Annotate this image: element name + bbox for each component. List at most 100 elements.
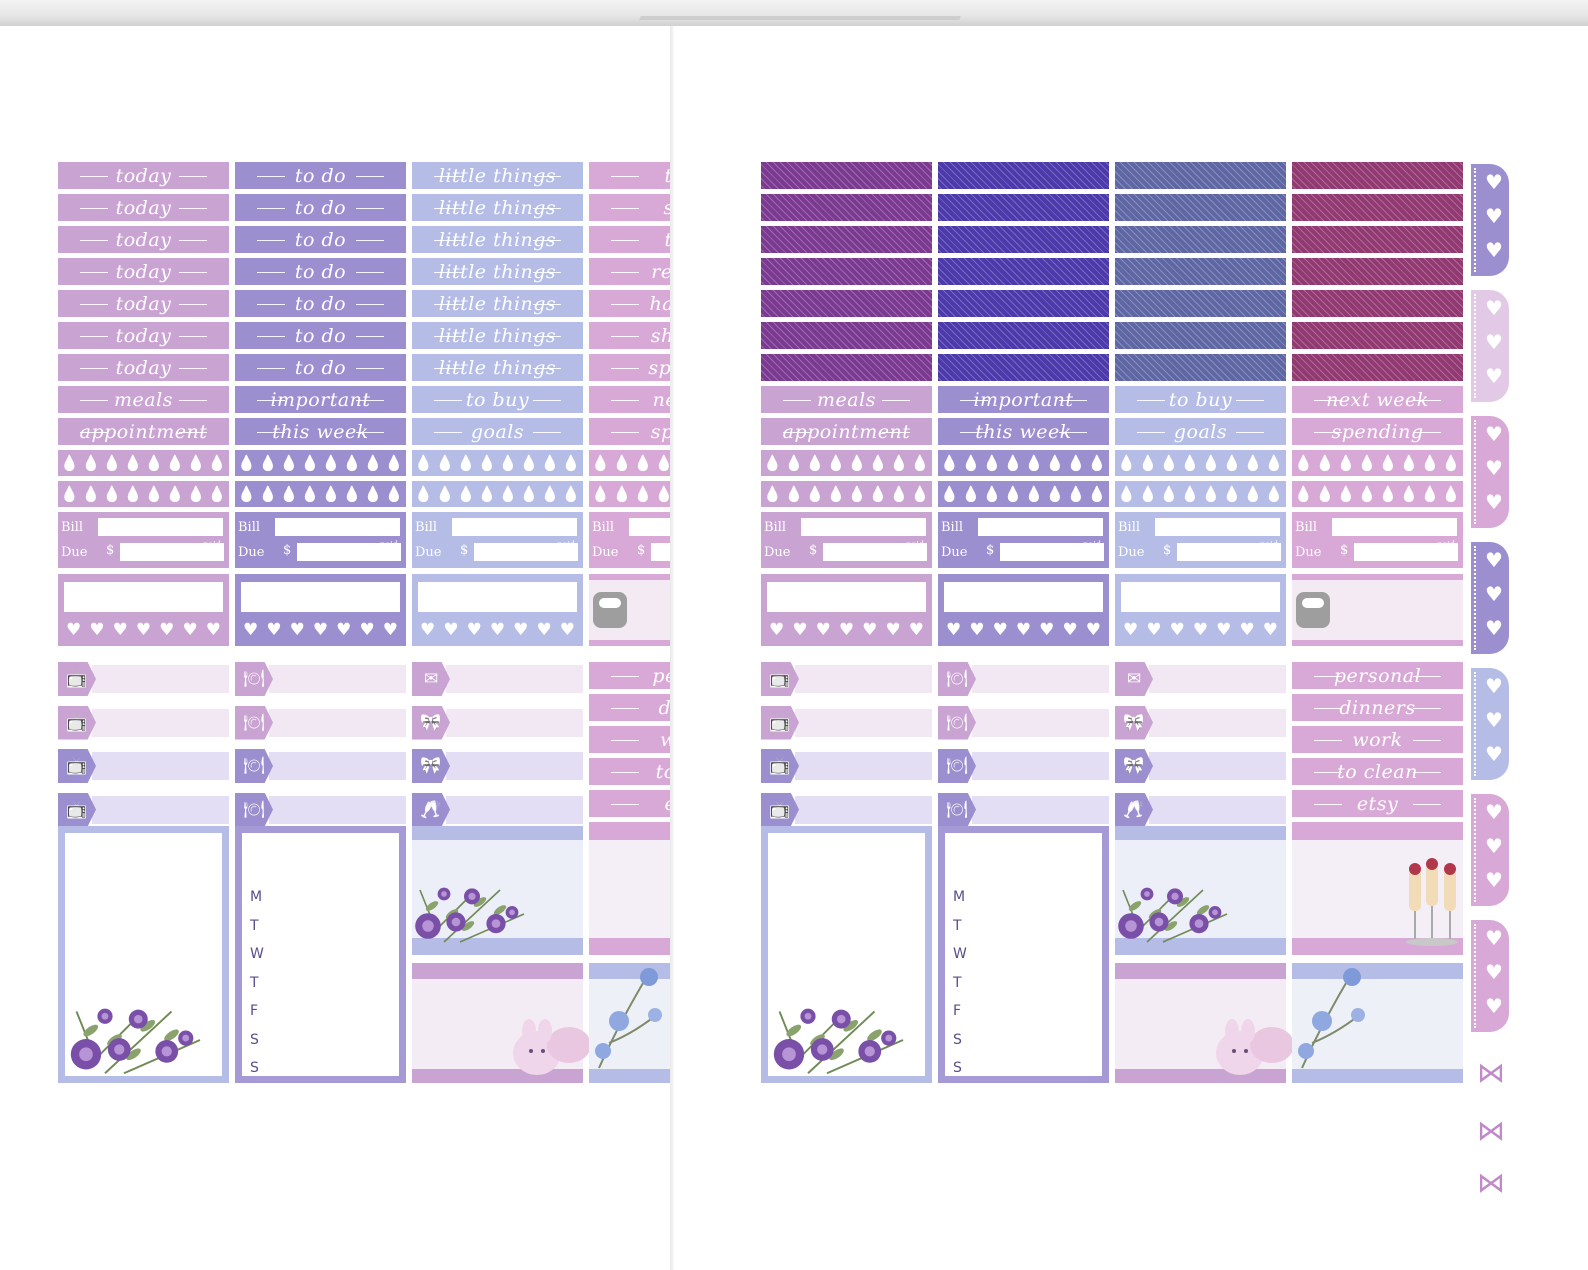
icon-sticker[interactable]: 🍽 [235,749,406,783]
title-sticker[interactable]: little things [412,354,583,381]
bill-due-sticker[interactable]: Bill Due $ paid♥ [761,512,932,568]
bill-write-field[interactable] [801,518,926,536]
amount-write-field[interactable] [1177,543,1281,561]
amount-write-field[interactable] [823,543,927,561]
title-sticker[interactable]: pers [589,662,670,689]
slippers-box[interactable] [1115,963,1294,1083]
icon-sticker[interactable]: 🍽 [235,662,406,696]
weight-box[interactable] [589,574,670,646]
title-sticker[interactable]: to [589,162,670,189]
title-sticker[interactable]: to c [589,758,670,785]
amount-write-field[interactable] [120,543,224,561]
weight-box[interactable] [1292,574,1463,646]
icon-sticker[interactable]: 🎀 [1115,749,1286,783]
bill-due-sticker[interactable]: Bill Due $ paid♥ [235,512,406,568]
glitter-strip[interactable] [761,194,932,221]
glitter-strip[interactable] [1292,258,1463,285]
water-tracker[interactable]: 💧💧💧💧💧💧💧💧 [589,450,670,476]
habit-heart-box[interactable]: ♥ ♥ ♥ ♥ ♥ ♥ ♥ [1115,574,1286,646]
title-sticker[interactable]: to buy [1115,386,1286,413]
icon-sticker[interactable]: 📺 [761,705,932,740]
glitter-strip[interactable] [761,354,932,381]
title-sticker[interactable]: to do [235,354,406,381]
heart-tracker-tab[interactable]: ♥ ♥ ♥ [1471,164,1509,276]
title-sticker[interactable]: today [58,322,229,349]
title-sticker[interactable]: little things [412,226,583,253]
habit-heart-box[interactable]: ♥ ♥ ♥ ♥ ♥ ♥ ♥ [58,574,229,646]
icon-sticker[interactable]: 🍽 [235,705,406,740]
notes-box[interactable] [761,826,932,1083]
heart-tracker-tab[interactable]: ♥ ♥ ♥ [1471,416,1509,528]
title-sticker[interactable]: goals [1115,418,1286,445]
icon-sticker[interactable]: ✉ [1115,662,1286,696]
habit-write-field[interactable] [944,582,1103,612]
title-sticker[interactable]: today [58,290,229,317]
amount-write-field[interactable] [297,543,401,561]
glitter-strip[interactable] [938,258,1109,285]
title-sticker[interactable]: little things [412,258,583,285]
glitter-strip[interactable] [1292,354,1463,381]
water-tracker[interactable]: 💧💧💧💧💧💧💧💧 [235,481,406,507]
title-sticker[interactable]: to do [235,290,406,317]
amount-write-field[interactable] [1354,543,1458,561]
bill-write-field[interactable] [978,518,1103,536]
glitter-strip[interactable] [1115,258,1286,285]
bill-due-sticker[interactable]: Bill Due $ paid♥ [58,512,229,568]
glitter-strip[interactable] [1115,322,1286,349]
glitter-strip[interactable] [938,354,1109,381]
amount-write-field[interactable] [651,543,670,561]
title-sticker[interactable]: this week [938,418,1109,445]
champagne-box[interactable] [1292,826,1463,955]
water-tracker[interactable]: 💧💧💧💧💧💧💧💧 [235,450,406,476]
title-sticker[interactable]: dinners [1292,694,1463,721]
icon-sticker[interactable]: 📺 [761,749,932,783]
icon-sticker[interactable]: 🍽 [938,792,1109,827]
title-sticker[interactable]: work [1292,726,1463,753]
heart-tracker-tab[interactable]: ♥ ♥ ♥ [1471,542,1509,654]
title-sticker[interactable]: today [58,194,229,221]
glitter-strip[interactable] [1292,226,1463,253]
glitter-strip[interactable] [938,226,1109,253]
habit-heart-box[interactable]: ♥ ♥ ♥ ♥ ♥ ♥ ♥ [235,574,406,646]
title-sticker[interactable]: today [58,162,229,189]
glitter-strip[interactable] [938,290,1109,317]
title-sticker[interactable]: little things [412,322,583,349]
blue-flower-box[interactable] [589,963,670,1083]
title-sticker[interactable]: to buy [412,386,583,413]
title-sticker[interactable]: speci [589,354,670,381]
water-tracker[interactable]: 💧💧💧💧💧💧💧💧 [589,481,670,507]
title-sticker[interactable]: etsy [1292,790,1463,817]
habit-write-field[interactable] [418,582,577,612]
icon-sticker[interactable]: 📺 [58,705,229,740]
habit-heart-box[interactable]: ♥ ♥ ♥ ♥ ♥ ♥ ♥ [412,574,583,646]
glitter-strip[interactable] [761,226,932,253]
icon-sticker[interactable]: 🍽 [938,749,1109,783]
icon-sticker[interactable]: 🥂 [412,792,583,827]
water-tracker[interactable]: 💧💧💧💧💧💧💧💧 [938,450,1109,476]
water-tracker[interactable]: 💧💧💧💧💧💧💧💧 [412,481,583,507]
title-sticker[interactable]: little things [412,162,583,189]
title-sticker[interactable]: to clean [1292,758,1463,785]
title-sticker[interactable]: to do [235,162,406,189]
icon-sticker[interactable]: 🎀 [1115,705,1286,740]
title-sticker[interactable]: today [58,258,229,285]
title-sticker[interactable]: next [589,386,670,413]
title-sticker[interactable]: se [589,194,670,221]
title-sticker[interactable]: happ [589,290,670,317]
icon-sticker[interactable]: 📺 [761,792,932,827]
heart-tracker-tab[interactable]: ♥ ♥ ♥ [1471,290,1509,402]
bill-due-sticker[interactable]: Bill Due $ paid♥ [1292,512,1463,568]
blue-flower-box[interactable] [1292,963,1463,1083]
title-sticker[interactable]: to do [235,194,406,221]
glitter-strip[interactable] [1115,290,1286,317]
title-sticker[interactable]: next week [1292,386,1463,413]
icon-sticker[interactable]: 🎀 [412,705,583,740]
title-sticker[interactable]: personal [1292,662,1463,689]
bill-write-field[interactable] [275,518,400,536]
water-tracker[interactable]: 💧💧💧💧💧💧💧💧 [938,481,1109,507]
bill-due-sticker[interactable]: Bill Due $ paid♥ [1115,512,1286,568]
glitter-strip[interactable] [1292,162,1463,189]
title-sticker[interactable]: today [58,354,229,381]
bill-write-field[interactable] [1332,518,1457,536]
